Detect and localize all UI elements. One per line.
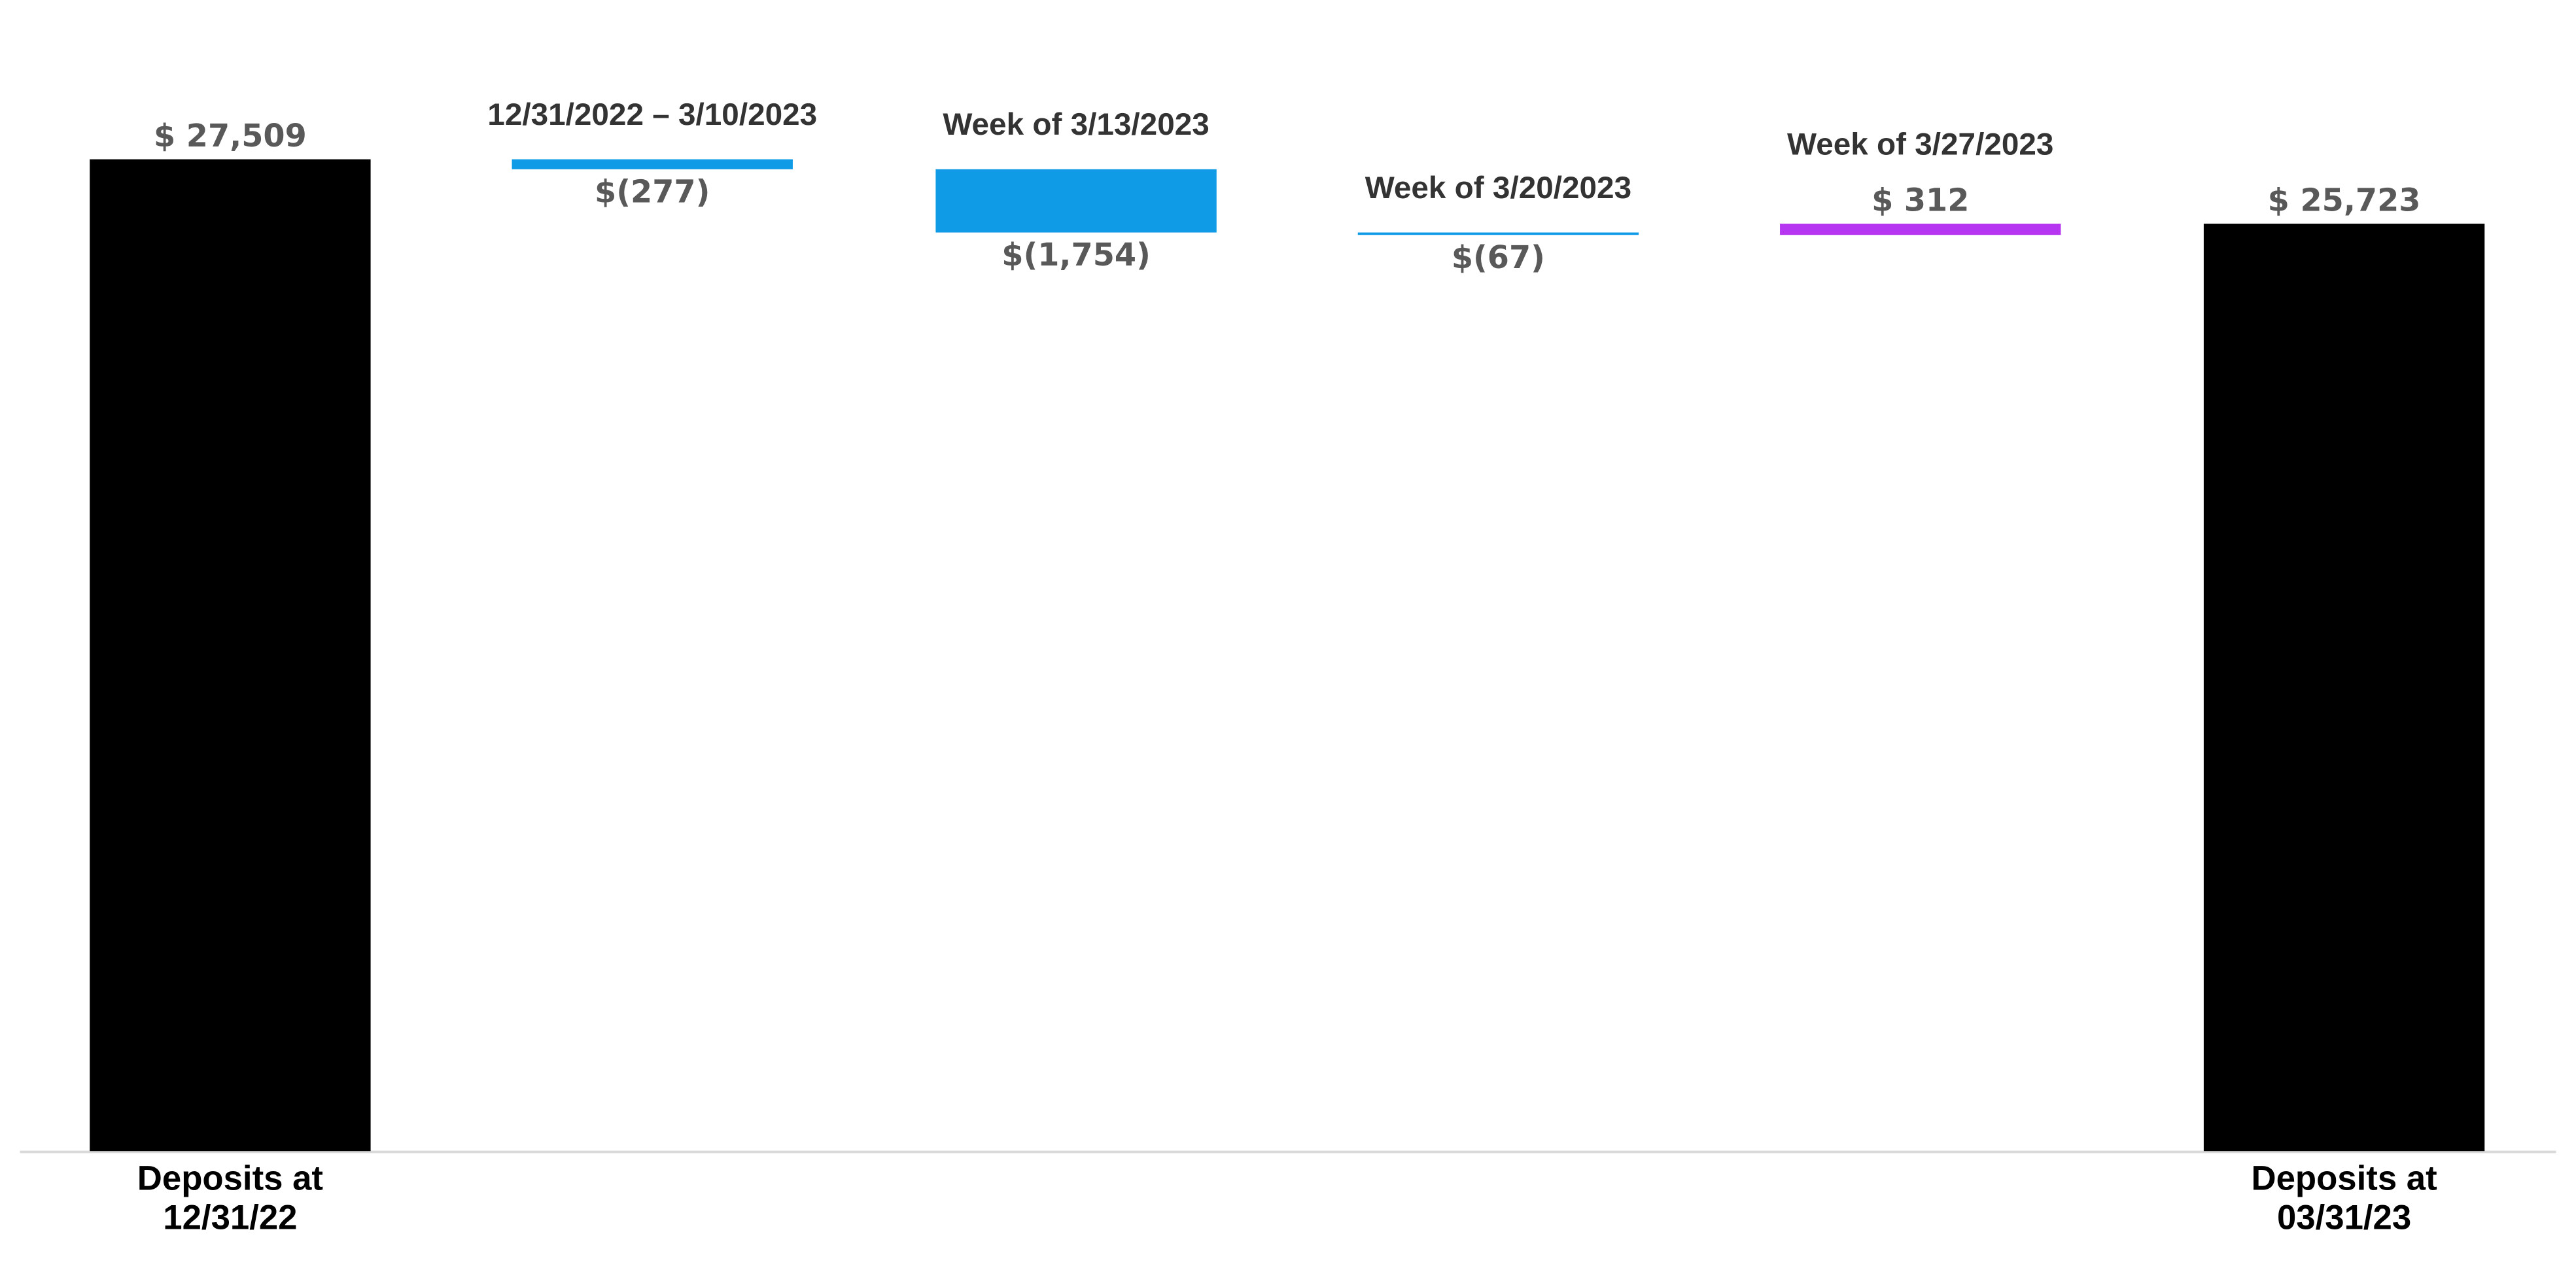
value-label: $ 25,723 bbox=[2268, 182, 2421, 218]
value-label: $ 312 bbox=[1871, 182, 1969, 218]
bar bbox=[2203, 224, 2485, 1152]
category-label: Week of 3/20/2023 bbox=[1365, 171, 1631, 205]
value-label: $(67) bbox=[1452, 240, 1545, 276]
bar bbox=[1780, 224, 2061, 235]
category-label: 12/31/2022 – 3/10/2023 bbox=[487, 97, 817, 132]
bar bbox=[1357, 232, 1639, 235]
bar bbox=[935, 169, 1217, 233]
value-label: $(277) bbox=[595, 175, 710, 211]
value-label: $ 27,509 bbox=[154, 118, 307, 154]
category-label: Deposits at 12/31/22 bbox=[137, 1159, 323, 1237]
bar bbox=[90, 159, 371, 1152]
category-label: Week of 3/27/2023 bbox=[1787, 128, 2053, 162]
category-label: Week of 3/13/2023 bbox=[943, 107, 1209, 142]
category-label: Deposits at 03/31/23 bbox=[2252, 1159, 2437, 1237]
bar bbox=[512, 159, 793, 169]
value-label: $(1,754) bbox=[1001, 237, 1151, 273]
